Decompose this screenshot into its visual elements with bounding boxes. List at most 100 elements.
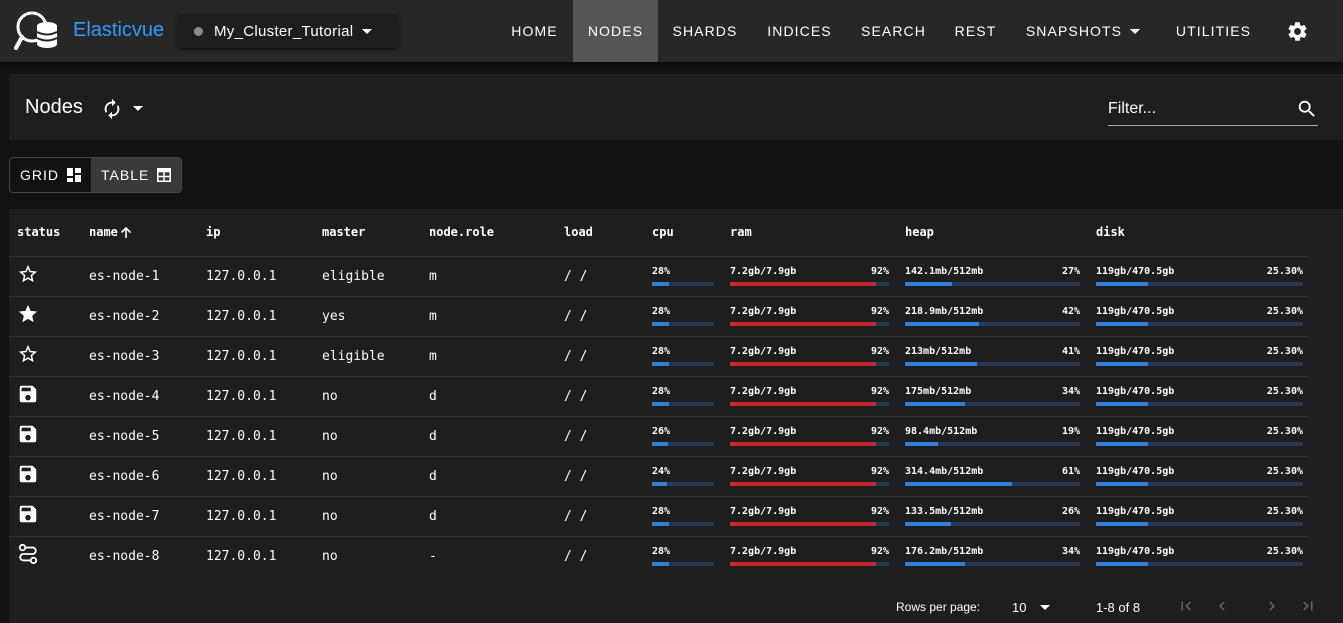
ram-metric: 7.2gb/7.9gb 92% [730,546,889,567]
nav-indices[interactable]: INDICES [752,0,847,62]
floppy-disk-icon [17,505,39,529]
heap-cell: 314.4mb/512mb 61% [905,455,1096,496]
filter-field[interactable] [1108,96,1318,126]
node-master: no [322,495,429,536]
disk-progress-fill [1096,442,1149,446]
disk-cell: 119gb/470.5gb 25.30% [1096,535,1309,576]
heap-value: 142.1mb/512mb [905,266,984,277]
chevron-down-icon[interactable] [1040,605,1050,610]
gear-icon[interactable] [1286,20,1309,43]
cpu-metric: 28% [652,266,714,286]
header-load[interactable]: load [564,225,593,240]
node-load: / / [564,295,652,336]
node-ip: 127.0.0.1 [206,415,322,456]
app-title[interactable]: Elasticvue [73,19,165,41]
header-master[interactable]: master [322,225,366,240]
cluster-name: My_Cluster_Tutorial [214,22,354,40]
nav-shards[interactable]: SHARDS [658,0,752,62]
header-status[interactable]: status [17,225,61,240]
elasticvue-logo-icon[interactable] [14,10,60,54]
ram-percent: 92% [870,306,889,317]
disk-value: 119gb/470.5gb [1096,386,1175,397]
heap-percent: 61% [1061,466,1080,477]
ram-metric: 7.2gb/7.9gb 92% [730,306,889,326]
ram-cell: 7.2gb/7.9gb 92% [730,295,905,336]
nav-indices-label: INDICES [767,23,832,39]
table-view-button[interactable]: TABLE [91,158,182,192]
refresh-icon[interactable] [101,98,123,120]
cpu-metric: 28% [652,306,714,326]
first-page-icon[interactable] [1177,597,1195,615]
ram-metric: 7.2gb/7.9gb 92% [730,426,889,446]
ram-cell: 7.2gb/7.9gb 92% [730,255,905,296]
ram-percent: 92% [870,546,889,558]
heap-progress-bar [905,322,1080,326]
cpu-metric: 28% [652,506,714,526]
nav-rest[interactable]: REST [940,0,1011,62]
page-title: Nodes [25,96,83,118]
search-icon[interactable] [1296,98,1318,120]
cpu-progress-bar [652,562,714,567]
filter-input[interactable] [1108,96,1288,122]
heap-value: 175mb/512mb [905,386,972,397]
header-disk[interactable]: disk [1096,225,1125,240]
nav-home-label: HOME [511,23,558,39]
grid-view-label: GRID [20,167,59,183]
header-ip[interactable]: ip [206,225,221,240]
floppy-disk-icon [17,425,39,449]
nav-nodes[interactable]: NODES [573,0,658,62]
node-master: yes [322,295,429,336]
chevron-down-icon[interactable] [133,106,143,111]
heap-cell: 175mb/512mb 34% [905,375,1096,416]
ram-progress-bar [730,482,889,486]
cpu-value: 28% [652,506,671,517]
table-icon [157,168,172,182]
cpu-progress-fill [652,402,670,406]
header-node-role[interactable]: node.role [429,225,495,240]
heap-value: 213mb/512mb [905,346,972,357]
cpu-progress-bar [652,362,714,366]
star-outline-icon [17,344,39,369]
disk-value: 119gb/470.5gb [1096,466,1175,477]
heap-cell: 176.2mb/512mb 34% [905,535,1096,576]
heap-percent: 27% [1061,266,1080,277]
nav-utilities[interactable]: UTILITIES [1160,0,1267,62]
node-name: es-node-6 [89,455,206,496]
ram-progress-bar [730,402,889,406]
floppy-disk-icon [17,385,39,409]
disk-value: 119gb/470.5gb [1096,546,1175,558]
heap-progress-bar [905,482,1080,486]
header-heap[interactable]: heap [905,225,934,240]
heap-cell: 218.9mb/512mb 42% [905,295,1096,336]
nav-snapshots[interactable]: SNAPSHOTS [1011,0,1155,62]
ram-percent: 92% [870,346,889,357]
grid-view-button[interactable]: GRID [10,158,91,192]
nav-search[interactable]: SEARCH [847,0,940,62]
heap-cell: 133.5mb/512mb 26% [905,495,1096,536]
nav-home[interactable]: HOME [496,0,573,62]
disk-progress-bar [1096,442,1303,446]
header-cpu[interactable]: cpu [652,225,674,240]
node-load: / / [564,375,652,416]
rows-per-page-select[interactable]: 10 [1012,600,1027,615]
disk-progress-fill [1096,562,1149,567]
heap-progress-fill [905,442,939,446]
header-name[interactable]: name [89,209,206,256]
cpu-progress-bar [652,402,714,406]
routing-icon [17,544,39,569]
status-cell [9,255,89,296]
chevron-left-icon[interactable] [1213,597,1231,615]
node-role: d [429,415,564,456]
table-row: es-node-8 127.0.0.1 no - / /28% 7.2gb/7.9gb 92… [9,535,1309,576]
last-page-icon[interactable] [1299,597,1317,615]
heap-progress-bar [905,282,1080,286]
cluster-selector[interactable]: My_Cluster_Tutorial [177,14,399,48]
ram-percent: 92% [870,266,889,277]
heap-metric: 218.9mb/512mb 42% [905,306,1080,326]
chevron-right-icon[interactable] [1263,597,1281,615]
heap-progress-bar [905,522,1080,526]
header-ram[interactable]: ram [730,225,752,240]
ram-metric: 7.2gb/7.9gb 92% [730,346,889,366]
cpu-progress-fill [652,482,667,486]
node-ip: 127.0.0.1 [206,295,322,336]
